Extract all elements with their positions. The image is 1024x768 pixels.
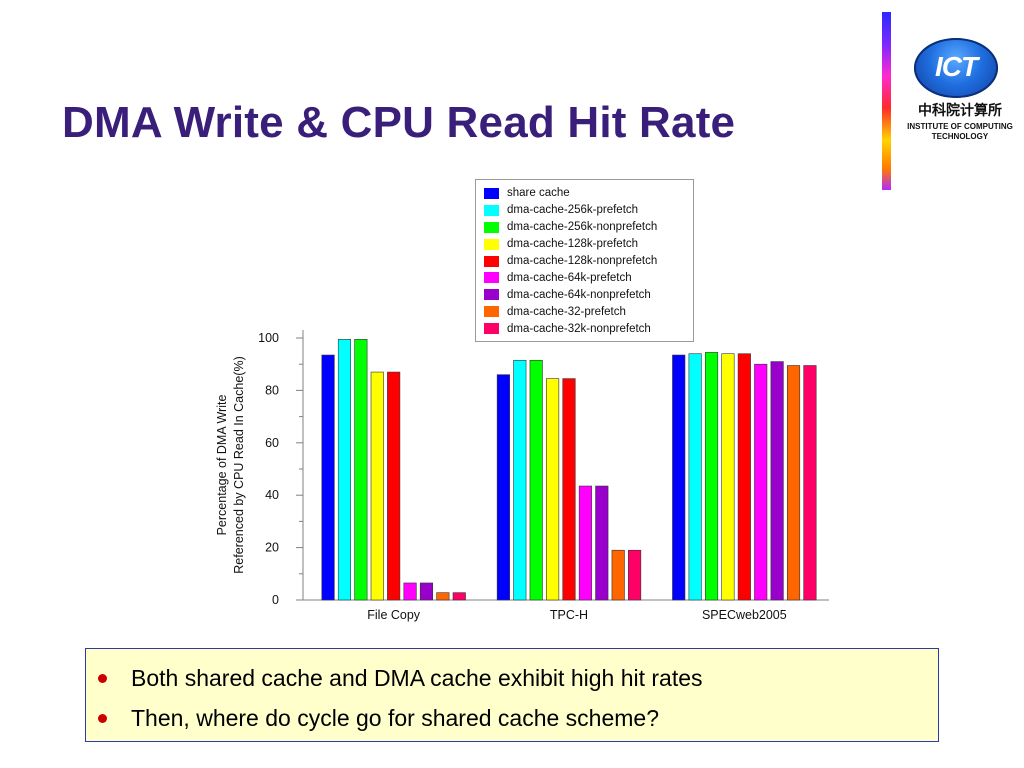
legend-item: dma-cache-64k-nonprefetch (484, 286, 687, 303)
bar (403, 582, 417, 601)
legend-label: dma-cache-32-prefetch (507, 305, 626, 318)
bar (578, 485, 592, 601)
bar (529, 359, 543, 601)
legend-item: dma-cache-32-prefetch (484, 303, 687, 320)
slide-title: DMA Write & CPU Read Hit Rate (62, 98, 736, 147)
legend-label: dma-cache-64k-nonprefetch (507, 288, 651, 301)
y-axis-label-line1: Percentage of DMA Write (215, 395, 229, 536)
x-category-label: File Copy (367, 608, 421, 622)
legend-swatch (484, 221, 499, 233)
bar (672, 354, 686, 601)
y-axis-label-line2: Referenced by CPU Read In Cache(%) (232, 356, 246, 573)
legend-label: dma-cache-64k-prefetch (507, 271, 632, 284)
legend-label: dma-cache-128k-prefetch (507, 238, 639, 251)
notes-box: Both shared cache and DMA cache exhibit … (85, 648, 939, 742)
y-tick-label: 0 (272, 593, 279, 607)
bar (595, 485, 609, 601)
bar (370, 371, 384, 601)
bar (803, 365, 817, 601)
y-tick-label: 20 (265, 541, 279, 555)
y-tick-label: 40 (265, 488, 279, 502)
legend-item: dma-cache-256k-nonprefetch (484, 219, 687, 236)
legend-swatch (484, 255, 499, 267)
legend-item: dma-cache-128k-prefetch (484, 236, 687, 253)
legend-swatch (484, 289, 499, 301)
legend-label: dma-cache-256k-nonprefetch (507, 221, 658, 234)
legend-label: dma-cache-256k-prefetch (507, 204, 639, 217)
bar (721, 353, 735, 601)
bar (513, 359, 527, 601)
ict-logo-english-text: INSTITUTE OF COMPUTING TECHNOLOGY (900, 122, 1020, 142)
legend-item: dma-cache-64k-prefetch (484, 269, 687, 286)
bar (770, 361, 784, 601)
ict-logo-chinese-text: 中科院计算所 (918, 103, 1002, 119)
bullet-icon (98, 713, 107, 723)
bar (754, 363, 768, 601)
legend-label: share cache (507, 187, 570, 200)
legend-swatch (484, 238, 499, 250)
legend-swatch (484, 323, 499, 335)
bullet-icon (98, 673, 107, 683)
bar (436, 592, 450, 601)
decorative-color-bar (882, 12, 891, 190)
bar (688, 353, 702, 601)
ict-logo-mark: ICT (914, 38, 998, 98)
bar (337, 339, 352, 601)
bar (562, 378, 576, 601)
bar (546, 378, 560, 601)
y-tick-label: 100 (258, 331, 279, 345)
bar (704, 352, 719, 601)
legend-label: dma-cache-32k-nonprefetch (507, 322, 651, 335)
legend-swatch (484, 272, 499, 284)
chart-legend: share cache dma-cache-256k-prefetch dma-ca… (475, 179, 694, 342)
bar (452, 592, 466, 601)
legend-swatch (484, 204, 499, 216)
x-category-label: SPECweb2005 (702, 608, 787, 622)
bar (387, 371, 401, 601)
legend-swatch (484, 306, 499, 318)
ict-logo-mark-text: ICT (934, 51, 978, 82)
ict-logo-english-line1: INSTITUTE OF COMPUTING (907, 122, 1013, 131)
ict-logo: ICT 中科院计算所 INSTITUTE OF COMPUTING TECHNO… (900, 38, 1020, 158)
legend-item: dma-cache-256k-prefetch (484, 202, 687, 219)
bar (321, 354, 335, 601)
x-category-label: TPC-H (550, 608, 588, 622)
note-text: Both shared cache and DMA cache exhibit … (131, 664, 703, 691)
ict-logo-english-line2: TECHNOLOGY (931, 132, 989, 141)
legend-swatch (484, 187, 499, 199)
legend-item: share cache (484, 185, 687, 202)
bar (786, 365, 801, 601)
legend-label: dma-cache-128k-nonprefetch (507, 255, 658, 267)
y-tick-label: 60 (265, 436, 279, 450)
legend-item: dma-cache-32k-nonprefetch (484, 320, 687, 337)
bar (628, 549, 642, 601)
bar (419, 582, 434, 601)
y-tick-label: 80 (265, 383, 279, 397)
note-text: Then, where do cycle go for shared cache… (131, 704, 660, 731)
note-item: Both shared cache and DMA cache exhibit … (98, 658, 926, 698)
bar (354, 339, 368, 601)
bar (496, 374, 510, 601)
bar (737, 353, 751, 601)
legend-item: dma-cache-128k-nonprefetch (484, 253, 687, 270)
bar (611, 549, 625, 601)
note-item: Then, where do cycle go for shared cache… (98, 698, 926, 738)
